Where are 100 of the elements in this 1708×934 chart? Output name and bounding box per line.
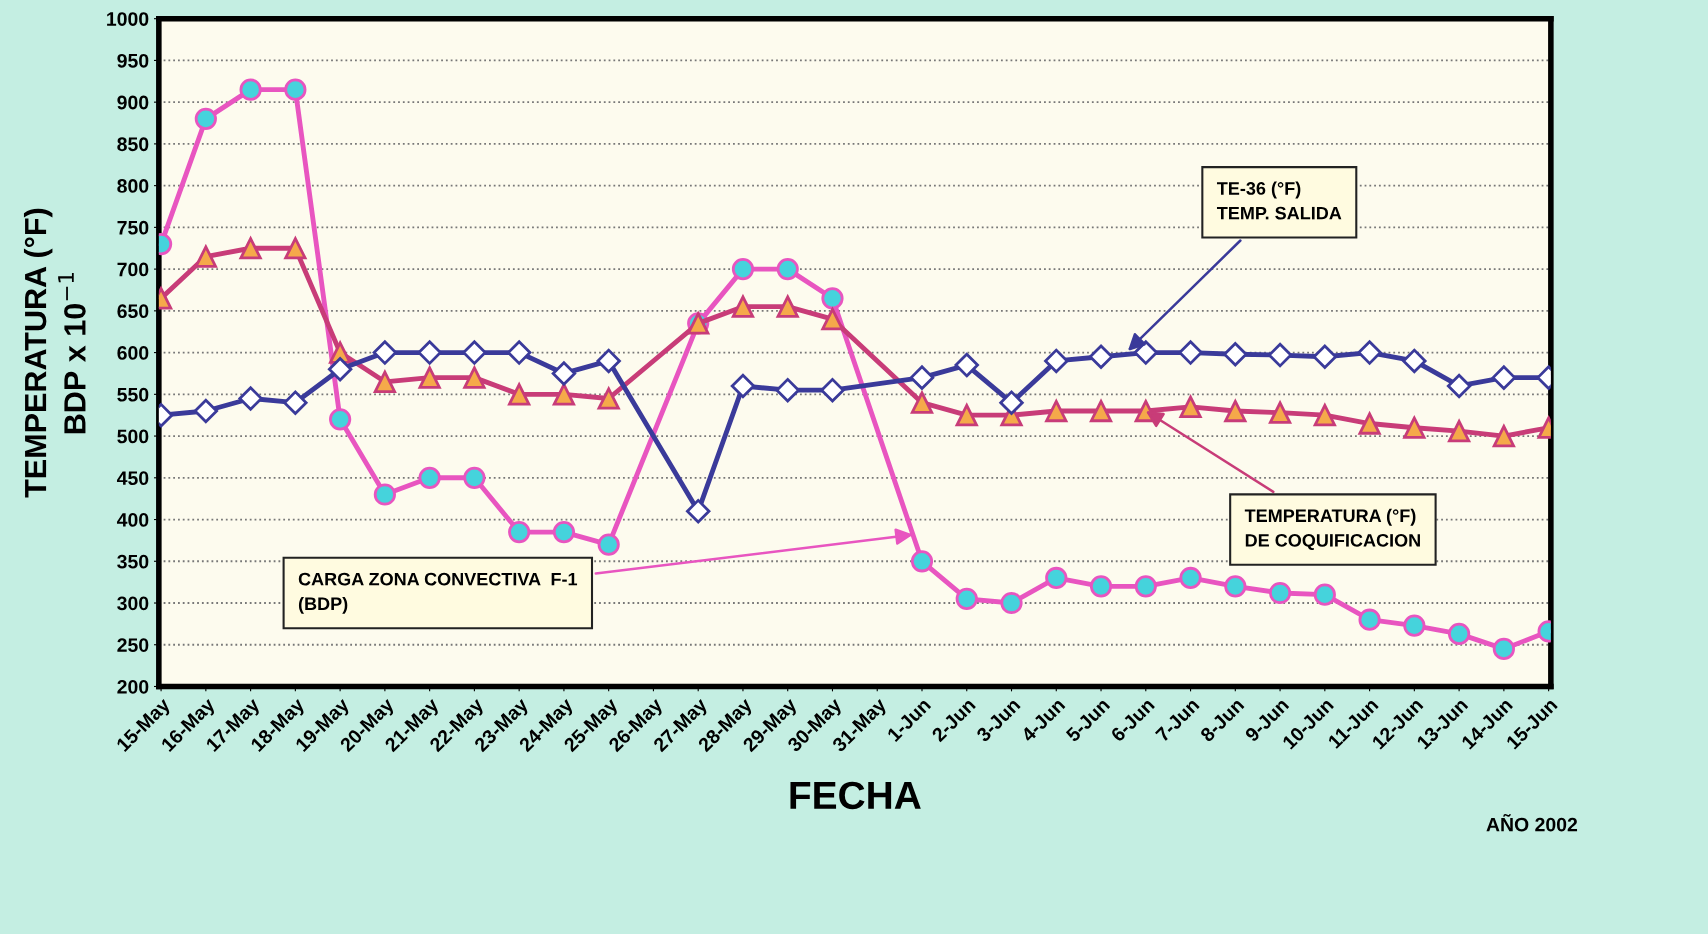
point xyxy=(194,245,217,268)
y-tick-label: 200 xyxy=(117,679,149,694)
y-tick-label: 650 xyxy=(117,304,149,319)
y-tick-label: 800 xyxy=(117,179,149,193)
point xyxy=(731,293,755,318)
point xyxy=(1357,340,1382,365)
y-tick-label: 700 xyxy=(117,262,149,277)
point xyxy=(686,499,711,524)
y-axis-title: TEMPERATURA (°F) BDP x 10$^{−1}$ xyxy=(23,208,86,498)
point xyxy=(551,361,577,386)
point xyxy=(372,340,398,365)
y-tick-label: 850 xyxy=(117,137,149,152)
point xyxy=(821,287,844,310)
point xyxy=(1492,424,1515,448)
point xyxy=(1492,637,1515,661)
point xyxy=(955,587,978,610)
point xyxy=(909,365,935,390)
y-tick-label: 900 xyxy=(117,95,149,110)
point xyxy=(506,340,532,365)
text: TEMPERATURA (°F) DE COQUIFICACION xyxy=(1244,508,1420,551)
point xyxy=(1224,399,1247,423)
y-tick-label: 500 xyxy=(117,429,149,444)
point xyxy=(954,352,979,378)
point xyxy=(597,387,620,410)
point xyxy=(1268,581,1292,605)
point xyxy=(1134,575,1157,598)
point xyxy=(1000,591,1023,615)
y-tick-label: 1000 xyxy=(107,12,149,26)
point xyxy=(1045,399,1068,423)
y-tick-label: 450 xyxy=(116,471,149,486)
point xyxy=(1403,416,1426,439)
point xyxy=(1089,575,1113,598)
point xyxy=(417,340,442,365)
point xyxy=(418,466,441,489)
point xyxy=(552,383,576,406)
point xyxy=(239,78,262,101)
point xyxy=(730,373,756,399)
y-tick-label: 400 xyxy=(116,513,149,527)
point xyxy=(1446,373,1472,399)
point xyxy=(552,520,576,544)
point xyxy=(1045,566,1068,590)
point xyxy=(1403,614,1426,637)
series-label: CARGA ZONA CONVECTIVA F-1 (BDP) xyxy=(298,572,578,614)
y-tick-label: 600 xyxy=(117,346,149,360)
point xyxy=(1313,404,1336,427)
point xyxy=(1448,419,1471,443)
point xyxy=(327,357,353,382)
point xyxy=(1178,340,1203,365)
x-axis-title: FECHA xyxy=(790,781,921,810)
point xyxy=(775,377,800,403)
point xyxy=(1312,344,1338,369)
point xyxy=(508,520,531,544)
point xyxy=(1179,566,1202,590)
point xyxy=(373,370,396,393)
point xyxy=(193,398,219,424)
point xyxy=(821,308,844,331)
point xyxy=(463,466,486,489)
point xyxy=(910,550,934,573)
point xyxy=(283,390,308,415)
point xyxy=(284,237,307,260)
point xyxy=(1088,344,1114,369)
point xyxy=(1313,583,1336,606)
point xyxy=(1268,399,1292,424)
point xyxy=(731,258,755,281)
y-tick-label: 950 xyxy=(117,53,149,68)
y-tick-label: 350 xyxy=(117,554,149,569)
point xyxy=(1089,399,1113,423)
y-tick-label: 750 xyxy=(117,220,149,235)
point xyxy=(597,533,620,556)
point xyxy=(239,237,262,260)
point xyxy=(194,107,217,130)
text: AÑO 2002 xyxy=(1486,813,1578,832)
point xyxy=(1402,348,1427,374)
point xyxy=(238,386,263,411)
y-tick-label: 300 xyxy=(117,596,149,611)
text: TE-36 (°F) TEMP. SALIDA xyxy=(1216,181,1342,220)
point xyxy=(776,258,799,281)
point xyxy=(820,377,845,403)
point xyxy=(1267,342,1293,368)
point xyxy=(373,483,396,506)
point xyxy=(1223,342,1248,367)
point xyxy=(1179,395,1202,418)
point xyxy=(1448,622,1471,646)
point xyxy=(463,366,486,389)
point xyxy=(1133,340,1158,365)
point xyxy=(955,404,978,427)
point xyxy=(1491,365,1517,390)
point xyxy=(1044,348,1069,374)
y-tick-label: 250 xyxy=(117,638,149,652)
point xyxy=(1358,412,1381,435)
point xyxy=(418,366,441,389)
y-tick-label: 550 xyxy=(117,387,149,402)
point xyxy=(999,390,1024,415)
point xyxy=(1224,575,1247,598)
point xyxy=(284,78,307,101)
point xyxy=(462,340,487,365)
point xyxy=(775,293,800,318)
point xyxy=(1358,608,1381,631)
point xyxy=(910,391,934,414)
point xyxy=(596,348,621,374)
